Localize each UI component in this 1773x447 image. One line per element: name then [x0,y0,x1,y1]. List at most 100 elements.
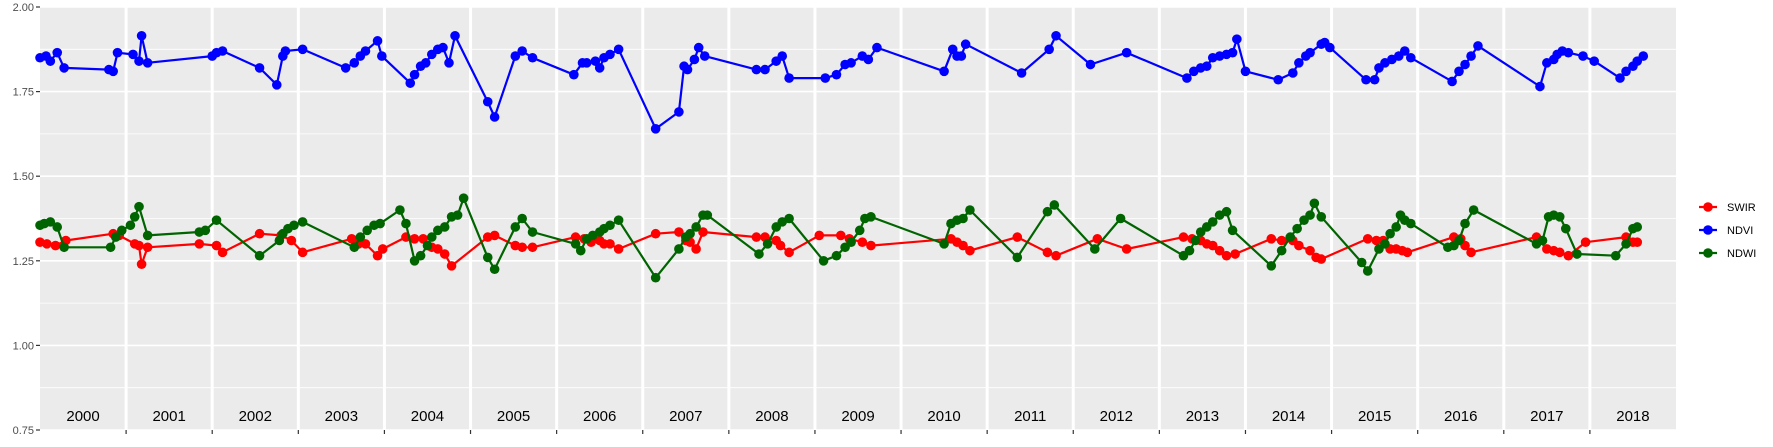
data-point-ndwi [1184,245,1195,256]
data-point-ndwi [754,249,764,259]
data-point-ndwi [1316,212,1327,222]
year-label: 2018 [1616,408,1649,425]
data-point-swir [751,232,762,242]
data-point-ndwi [362,225,373,236]
data-point-ndwi [452,210,463,220]
data-point-ndvi [1288,68,1298,78]
data-point-ndvi [59,63,69,73]
data-point-swir [50,240,61,251]
data-point-swir [527,242,538,253]
data-point-ndvi [489,112,500,122]
data-point-ndwi [45,217,56,227]
legend-label: NDWI [1727,248,1756,260]
data-point-ndvi [1085,59,1096,70]
data-point-ndvi [1563,47,1574,58]
data-point-ndvi [45,56,56,66]
data-point-ndwi [1012,252,1023,263]
data-point-ndwi [1405,218,1416,229]
data-point-ndwi [1115,213,1126,224]
data-point-ndwi [691,222,701,232]
year-label: 2008 [755,408,788,425]
data-point-swir [136,259,147,269]
data-point-swir [372,250,383,261]
data-point-swir [211,240,222,251]
data-point-ndwi [489,264,500,275]
year-label: 2000 [66,408,99,425]
data-point-swir [1012,232,1023,242]
data-point-ndwi [439,222,450,232]
data-point-ndwi [200,225,211,236]
data-point-ndvi [1473,41,1483,51]
data-point-ndwi [395,205,405,215]
data-point-ndwi [1221,206,1232,217]
data-point-swir [570,232,581,242]
data-point-swir [814,230,825,241]
data-point-swir [1121,244,1132,254]
data-point-ndvi [956,51,967,61]
data-point-ndwi [846,237,856,247]
data-point-ndwi [1560,223,1571,234]
data-point-ndvi [142,58,153,68]
data-point-ndvi [1405,52,1416,63]
data-point-ndvi [482,96,493,107]
data-point-ndvi [128,49,138,60]
data-point-ndvi [527,52,538,63]
data-point-ndvi [450,30,460,41]
data-point-ndwi [1362,266,1373,276]
data-point-swir [1230,249,1240,259]
y-tick-label: 0.75 [13,425,34,437]
y-tick-label: 2.00 [13,2,34,14]
data-point-ndvi [510,51,521,61]
data-point-swir [1466,247,1476,258]
data-point-swir [835,230,846,241]
data-point-ndvi [517,46,527,56]
data-point-ndvi [960,39,971,50]
data-point-ndvi [1369,74,1380,85]
data-point-swir [1632,237,1643,247]
data-point-ndwi [110,232,121,242]
data-point-ndwi [1309,198,1320,209]
data-point-ndvi [872,42,882,53]
data-point-ndvi [1399,46,1410,56]
data-point-ndwi [1356,257,1367,268]
data-point-ndwi [866,212,876,222]
year-label: 2011 [1014,408,1046,425]
data-point-ndvi [134,56,144,66]
data-point-ndvi [1589,56,1599,66]
data-point-swir [297,247,308,258]
data-point-swir [433,244,443,254]
data-point-ndwi [685,228,695,239]
data-point-ndvi [112,47,123,58]
data-point-ndwi [570,239,581,249]
data-point-ndvi [271,80,282,90]
data-point-ndvi [377,51,387,61]
year-label: 2004 [411,408,444,425]
data-point-swir [1214,245,1225,256]
data-point-swir [605,239,615,249]
data-point-ndvi [682,64,693,75]
year-label: 2012 [1100,408,1133,425]
data-point-ndwi [762,239,773,249]
data-point-ndwi [1266,261,1277,271]
data-point-ndwi [129,212,140,222]
year-label: 2007 [669,408,702,425]
data-point-swir [446,261,457,271]
year-label: 2002 [239,408,272,425]
data-point-ndvi [605,49,615,60]
year-label: 2013 [1186,408,1219,425]
data-point-ndwi [965,205,975,215]
data-point-ndwi [517,213,527,224]
y-tick-label: 1.00 [13,340,34,352]
data-point-ndvi [108,66,118,77]
data-point-swir [1051,250,1061,261]
data-point-ndwi [297,217,308,227]
year-label: 2010 [927,408,960,425]
data-point-ndvi [699,51,710,61]
data-point-ndvi [674,107,684,117]
data-point-ndvi [777,51,788,61]
data-point-ndwi [958,213,968,224]
data-point-swir [857,237,868,247]
data-point-ndwi [1391,222,1401,232]
